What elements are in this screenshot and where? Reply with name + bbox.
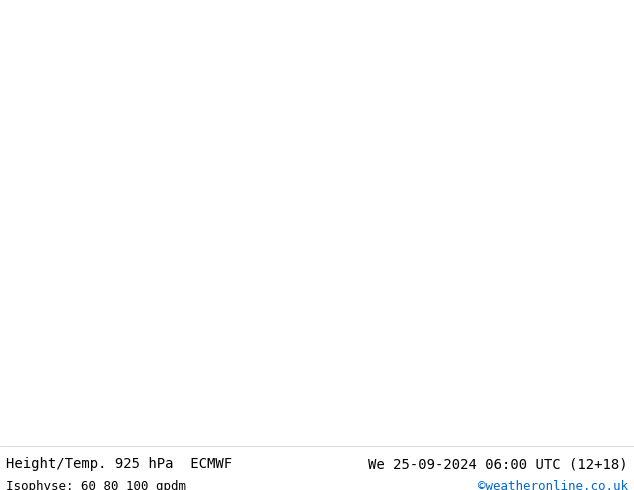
Text: We 25-09-2024 06:00 UTC (12+18): We 25-09-2024 06:00 UTC (12+18) (368, 457, 628, 471)
Text: Isophyse: 60 80 100 gpdm: Isophyse: 60 80 100 gpdm (6, 480, 186, 490)
Text: ©weatheronline.co.uk: ©weatheronline.co.uk (477, 480, 628, 490)
Text: Height/Temp. 925 hPa  ECMWF: Height/Temp. 925 hPa ECMWF (6, 457, 233, 471)
